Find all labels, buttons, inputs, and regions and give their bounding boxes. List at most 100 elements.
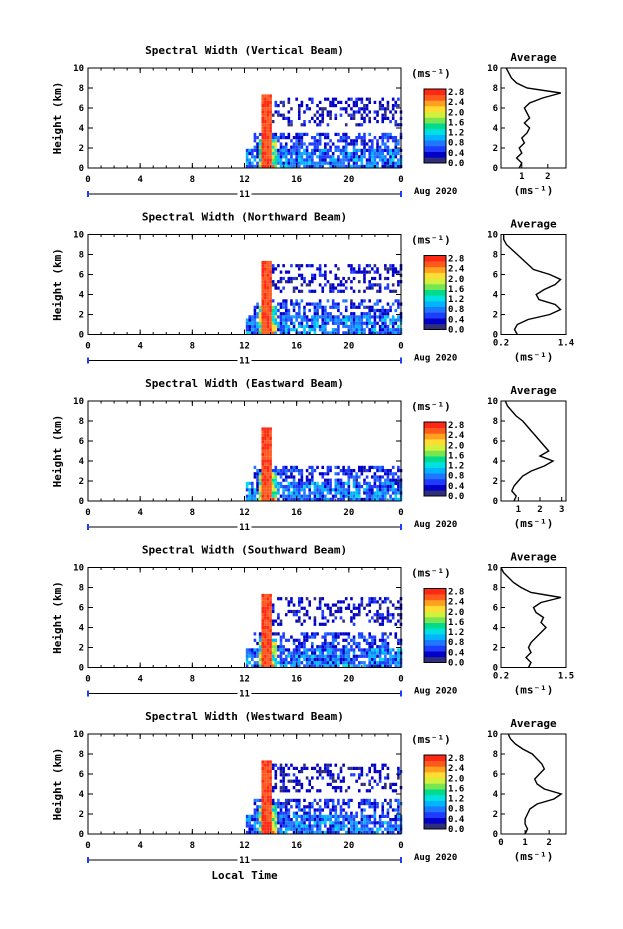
heatmap-cell xyxy=(261,280,265,284)
heatmap-cell xyxy=(326,661,330,665)
heatmap-cell xyxy=(331,158,335,162)
avg-x-tick-label: 1.4 xyxy=(558,339,575,349)
heatmap-cell xyxy=(384,469,387,473)
heatmap-cell xyxy=(329,609,332,614)
heatmap-cell xyxy=(347,315,351,319)
heatmap-cell xyxy=(376,830,379,834)
heatmap-cell xyxy=(329,770,332,774)
heatmap-cell xyxy=(350,139,353,143)
heatmap-cell xyxy=(339,152,343,156)
heatmap-cell xyxy=(311,805,314,809)
heatmap-cell xyxy=(381,136,385,140)
heatmap-cell xyxy=(373,161,377,165)
heatmap-cell xyxy=(384,661,387,665)
heatmap-cell xyxy=(381,331,385,335)
heatmap-cell xyxy=(344,155,348,159)
heatmap-cell xyxy=(245,485,249,489)
heatmap-cell xyxy=(337,824,340,828)
heatmap-cell xyxy=(266,811,270,815)
heatmap-cell xyxy=(350,97,353,101)
heatmap-cell xyxy=(321,110,325,114)
heatmap-cell xyxy=(350,664,353,668)
heatmap-cell xyxy=(266,760,270,764)
heatmap-cell xyxy=(378,318,382,322)
heatmap-cell xyxy=(313,651,317,655)
heatmap-cell xyxy=(264,145,267,149)
heatmap-cell xyxy=(279,324,283,329)
heatmap-cell xyxy=(271,321,275,325)
heatmap-cell xyxy=(318,142,322,146)
heatmap-cell xyxy=(313,632,317,636)
heatmap-cell xyxy=(357,603,361,607)
heatmap-cell xyxy=(371,805,374,809)
heatmap-cell xyxy=(371,321,374,325)
heatmap-cell xyxy=(360,632,364,636)
heatmap-cell xyxy=(274,830,278,834)
heatmap-cell xyxy=(282,132,285,136)
heatmap-cell xyxy=(282,485,285,489)
heatmap-cell xyxy=(334,824,338,828)
heatmap-cell xyxy=(284,638,288,642)
heatmap-cell xyxy=(324,814,327,818)
heatmap-cell xyxy=(389,648,392,652)
heatmap-cell xyxy=(282,805,285,809)
heatmap-cell xyxy=(287,328,291,332)
heatmap-cell xyxy=(248,161,252,165)
heatmap-cell xyxy=(271,603,275,607)
heatmap-cell xyxy=(282,136,285,140)
heatmap-cell xyxy=(324,648,327,652)
heatmap-cell xyxy=(394,827,398,831)
heatmap-cell xyxy=(258,645,262,649)
heatmap-cell xyxy=(253,318,257,322)
heatmap-cell xyxy=(256,472,259,476)
heatmap-cell xyxy=(363,270,366,274)
colorbar-frame xyxy=(423,588,447,663)
heatmap-cell xyxy=(300,100,304,104)
heatmap-cell xyxy=(326,299,330,303)
heatmap-cell xyxy=(248,321,252,325)
heatmap-cell xyxy=(269,276,272,281)
heatmap-cell xyxy=(245,497,249,501)
heatmap-cell xyxy=(344,472,348,476)
colorbar-segment xyxy=(424,312,446,319)
heatmap-cell xyxy=(373,110,377,114)
heatmap-cell xyxy=(371,164,374,168)
heatmap-cell xyxy=(394,488,398,492)
heatmap-cell xyxy=(311,142,314,146)
heatmap-cell xyxy=(324,148,327,152)
heatmap-cell xyxy=(308,264,312,268)
heatmap-cell xyxy=(394,267,398,271)
colorbar-segment xyxy=(424,639,446,646)
date-day-bg xyxy=(237,355,252,366)
heatmap-cell xyxy=(290,321,293,325)
heatmap-cell xyxy=(391,830,395,834)
heatmap-cell xyxy=(251,485,254,489)
heatmap-cell xyxy=(271,786,275,790)
heatmap-cell xyxy=(261,622,265,626)
heatmap-cell xyxy=(264,821,267,825)
heatmap-cell xyxy=(264,164,267,168)
heatmap-cell xyxy=(251,497,254,501)
heatmap-cell xyxy=(324,638,327,642)
heatmap-cell xyxy=(329,113,332,117)
heatmap-cell xyxy=(248,488,252,492)
heatmap-cell xyxy=(303,808,306,812)
heatmap-cell xyxy=(264,802,267,806)
heatmap-cell xyxy=(277,811,280,815)
heatmap-cell xyxy=(373,491,377,495)
heatmap-cell xyxy=(266,770,270,774)
heatmap-cell xyxy=(329,164,332,168)
heatmap-cell xyxy=(269,318,272,322)
heatmap-cell xyxy=(284,798,288,802)
heatmap-cell xyxy=(373,613,377,617)
heatmap-cell xyxy=(271,824,275,828)
heatmap-cell xyxy=(277,798,280,802)
heatmap-cell xyxy=(365,798,369,802)
heatmap-cell xyxy=(308,494,312,498)
heatmap-cell xyxy=(256,481,259,485)
heatmap-cell xyxy=(342,827,345,831)
heatmap-cell xyxy=(352,148,356,152)
heatmap-cell xyxy=(397,104,400,108)
colorbar-segment xyxy=(424,266,446,273)
heatmap-cell xyxy=(360,472,364,476)
